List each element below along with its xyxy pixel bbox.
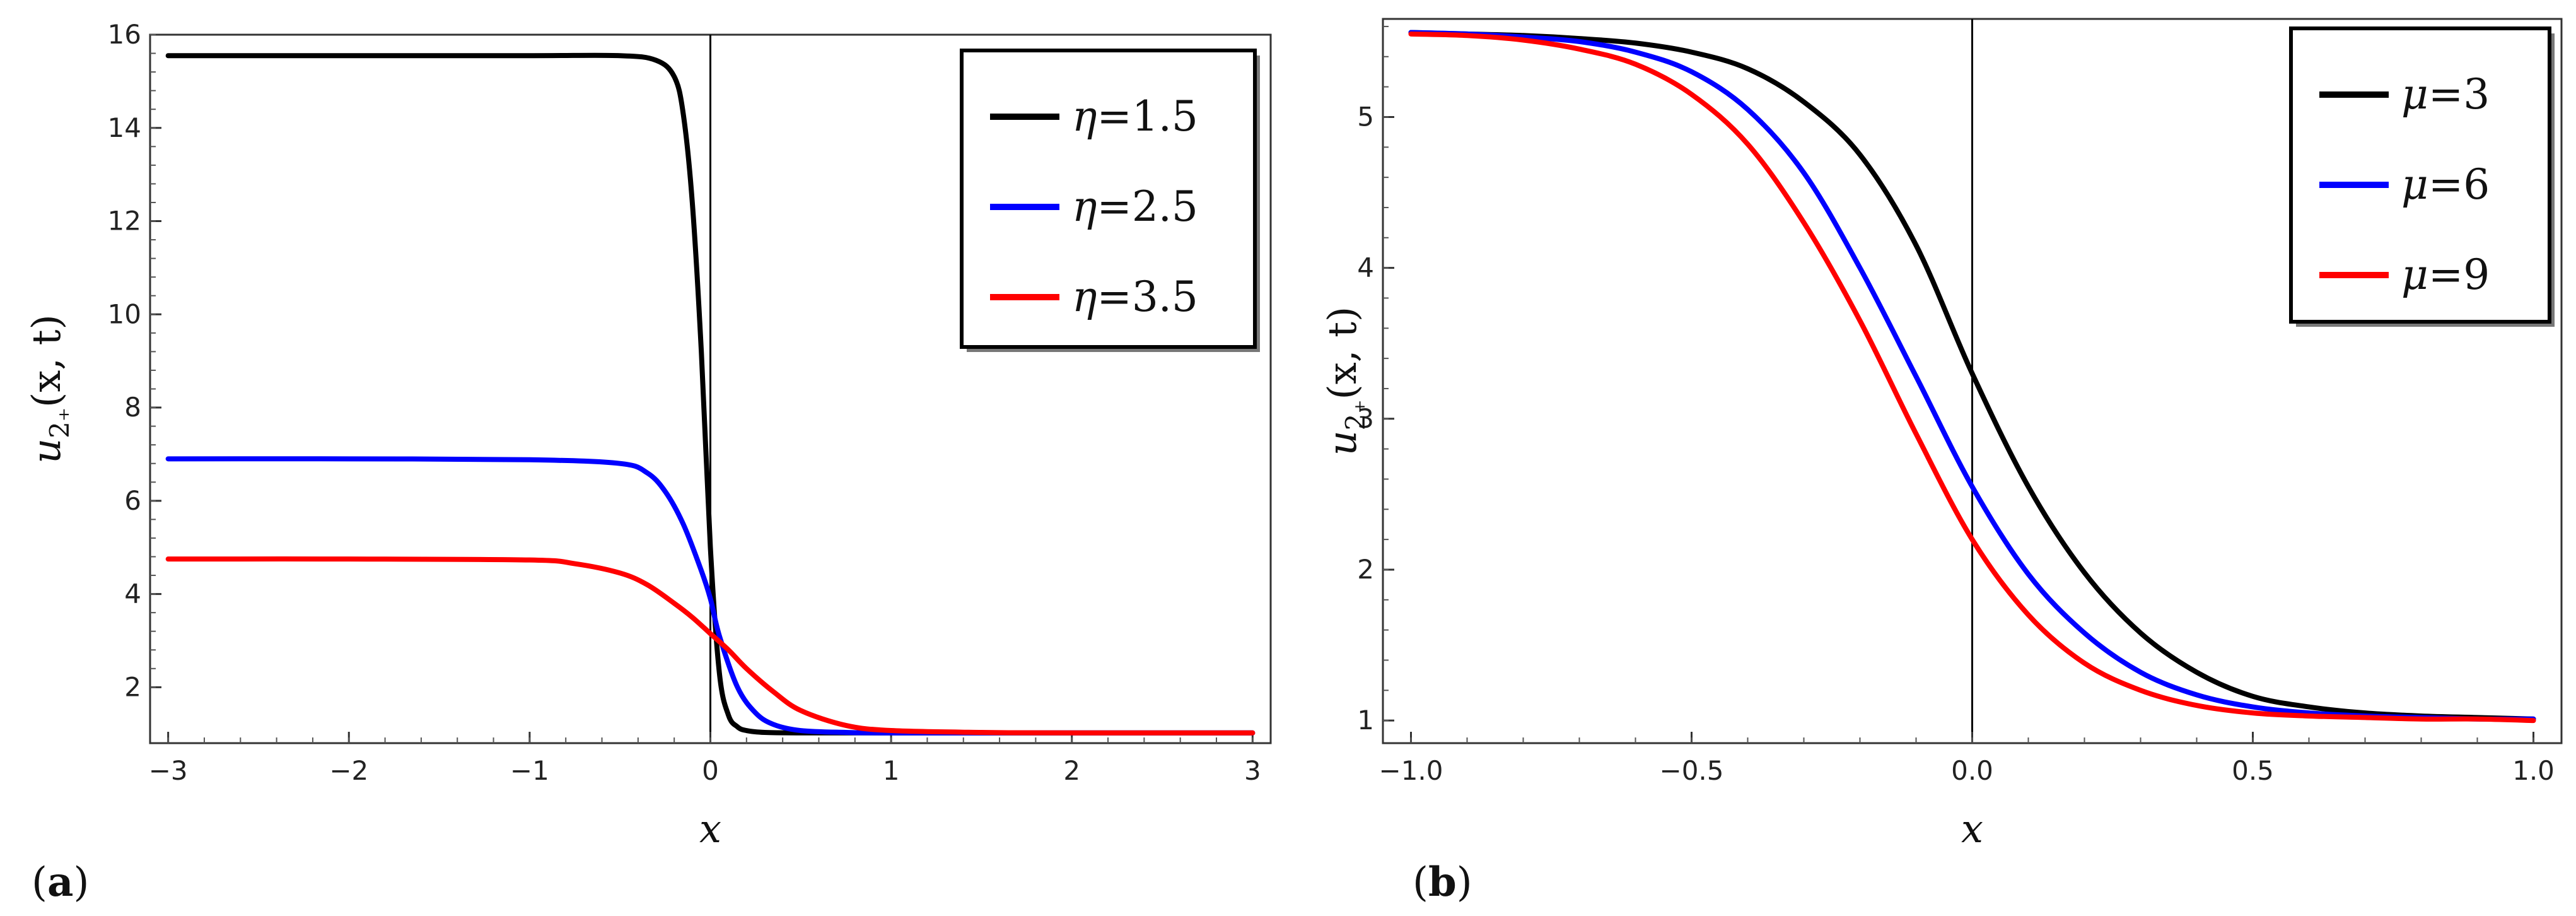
y-tick-label: 12 (108, 206, 141, 237)
x-tick-label: 0.0 (1951, 755, 1993, 786)
x-tick-label: −2 (329, 755, 368, 786)
y-tick-label: 1 (1357, 705, 1374, 736)
y-tick-label: 4 (1357, 252, 1374, 283)
x-tick-label: −3 (149, 755, 188, 786)
x-tick-label: 0.5 (2232, 755, 2274, 786)
y-tick-label: 14 (108, 112, 141, 143)
y-tick-label: 2 (124, 671, 141, 702)
legend-label: μ=9 (2401, 250, 2490, 299)
y-tick-label: 4 (124, 578, 141, 609)
x-tick-label: −0.5 (1660, 755, 1724, 786)
series-line-1 (1408, 30, 2536, 722)
y-axis-label: u2₊(x, t) (1319, 307, 1371, 456)
legend-label: η=3.5 (1072, 273, 1198, 321)
legend-label: η=2.5 (1072, 182, 1198, 231)
series-line-3 (165, 556, 1256, 736)
x-tick-label: 1.0 (2512, 755, 2555, 786)
x-axis-label: x (699, 806, 721, 852)
x-tick-label: 3 (1244, 755, 1261, 786)
x-tick-label: −1 (510, 755, 549, 786)
series-line-3 (1408, 31, 2536, 724)
panel-a: −3 −2 −1 0 1 2 3246810121416η=1.5η=2.5η=3.5xu2… (23, 19, 1272, 906)
panel-tag: (b) (1413, 859, 1472, 906)
y-tick-label: 16 (108, 19, 141, 50)
y-tick-label: 8 (124, 392, 141, 423)
x-axis-label: x (1961, 806, 1983, 852)
x-tick-label: 1 (883, 755, 900, 786)
y-tick-label: 10 (108, 298, 141, 329)
x-tick-label: 0 (702, 755, 719, 786)
legend-label: η=1.5 (1072, 92, 1198, 141)
y-tick-label: 5 (1357, 101, 1374, 132)
legend-label: μ=6 (2401, 160, 2490, 209)
y-tick-label: 3 (1357, 403, 1374, 434)
y-tick-label: 6 (124, 485, 141, 516)
y-tick-label: 2 (1357, 554, 1374, 585)
legend-label: μ=3 (2401, 70, 2490, 119)
panel-tag: (a) (32, 859, 89, 906)
x-tick-label: −1.0 (1379, 755, 1443, 786)
y-axis-label: u2₊(x, t) (23, 314, 75, 464)
x-tick-label: 2 (1063, 755, 1080, 786)
panel-b: −1.0 −0.5 0.0 0.5 1.0 1 2 3 4 5 μ=3 μ=6 μ=9 x u2₊(x, t… (1319, 18, 2563, 906)
